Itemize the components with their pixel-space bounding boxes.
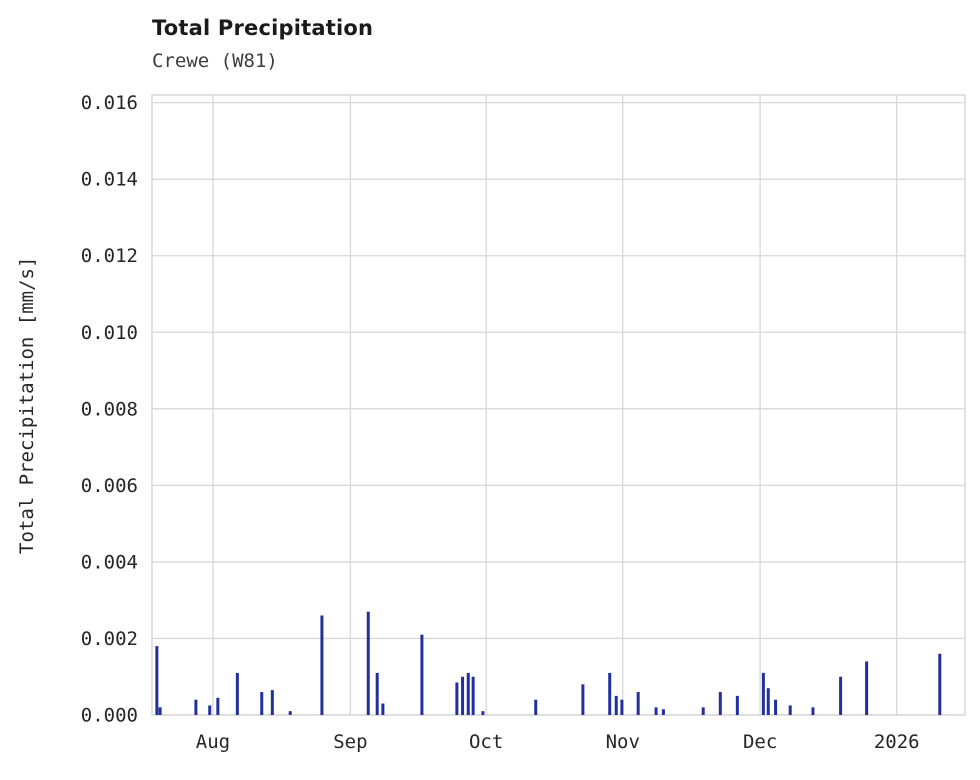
precip-bar bbox=[608, 672, 612, 715]
y-tick-label: 0.008 bbox=[81, 398, 138, 420]
plot-border bbox=[151, 94, 966, 716]
precip-bar bbox=[320, 615, 324, 715]
y-tick-label: 0.012 bbox=[81, 245, 138, 267]
precip-bar bbox=[420, 634, 424, 715]
y-tick-label: 0.010 bbox=[81, 322, 138, 344]
y-tick-label: 0.002 bbox=[81, 628, 138, 650]
x-tick-label: 2026 bbox=[874, 731, 920, 753]
precip-bar bbox=[774, 699, 778, 715]
precip-bar bbox=[260, 692, 264, 715]
chart-subtitle: Crewe (W81) bbox=[152, 50, 278, 72]
precip-bar bbox=[735, 695, 739, 715]
precip-bar bbox=[788, 705, 792, 715]
precip-bar bbox=[155, 646, 159, 715]
precip-bar bbox=[811, 707, 815, 715]
y-tick-label: 0.006 bbox=[81, 475, 138, 497]
precip-bar bbox=[366, 611, 370, 715]
precip-bar bbox=[581, 684, 585, 715]
precip-bar bbox=[839, 676, 843, 715]
precip-bar bbox=[938, 653, 942, 715]
x-tick-label: Oct bbox=[469, 731, 503, 753]
precip-bar bbox=[636, 692, 640, 715]
precip-bar bbox=[455, 682, 459, 715]
precip-bar bbox=[534, 699, 538, 715]
precip-bar bbox=[620, 699, 624, 715]
y-axis-label: Total Precipitation [mm/s] bbox=[16, 256, 38, 554]
precip-bar bbox=[471, 676, 475, 715]
x-tick-label: Dec bbox=[743, 731, 777, 753]
plot-area bbox=[152, 95, 965, 715]
precip-bar bbox=[766, 688, 770, 715]
x-tick-label: Sep bbox=[333, 731, 367, 753]
precip-bar bbox=[865, 661, 869, 715]
chart-title: Total Precipitation bbox=[152, 16, 374, 40]
precip-bar bbox=[718, 692, 722, 715]
precip-bar bbox=[216, 697, 220, 715]
precip-bar bbox=[701, 707, 705, 715]
precip-bar bbox=[661, 709, 665, 715]
x-tick-label: Nov bbox=[606, 731, 640, 753]
precip-bar bbox=[208, 705, 212, 715]
precip-bar bbox=[461, 676, 465, 715]
precip-bar bbox=[466, 672, 470, 715]
precip-bar bbox=[481, 711, 485, 715]
x-tick-label: Aug bbox=[196, 731, 230, 753]
precip-bar bbox=[158, 707, 162, 715]
y-tick-label: 0.014 bbox=[81, 169, 138, 191]
precip-bar bbox=[614, 695, 618, 715]
y-tick-label: 0.016 bbox=[81, 92, 138, 114]
precip-bar bbox=[375, 672, 379, 715]
y-tick-label: 0.000 bbox=[81, 705, 138, 727]
precip-bar bbox=[235, 672, 239, 715]
precip-bar bbox=[761, 672, 765, 715]
precip-bar bbox=[270, 690, 274, 715]
precip-bar bbox=[288, 711, 292, 715]
precip-bar bbox=[194, 699, 198, 715]
precip-bar bbox=[654, 707, 658, 715]
y-tick-label: 0.004 bbox=[81, 551, 138, 573]
precip-bar bbox=[381, 703, 385, 715]
